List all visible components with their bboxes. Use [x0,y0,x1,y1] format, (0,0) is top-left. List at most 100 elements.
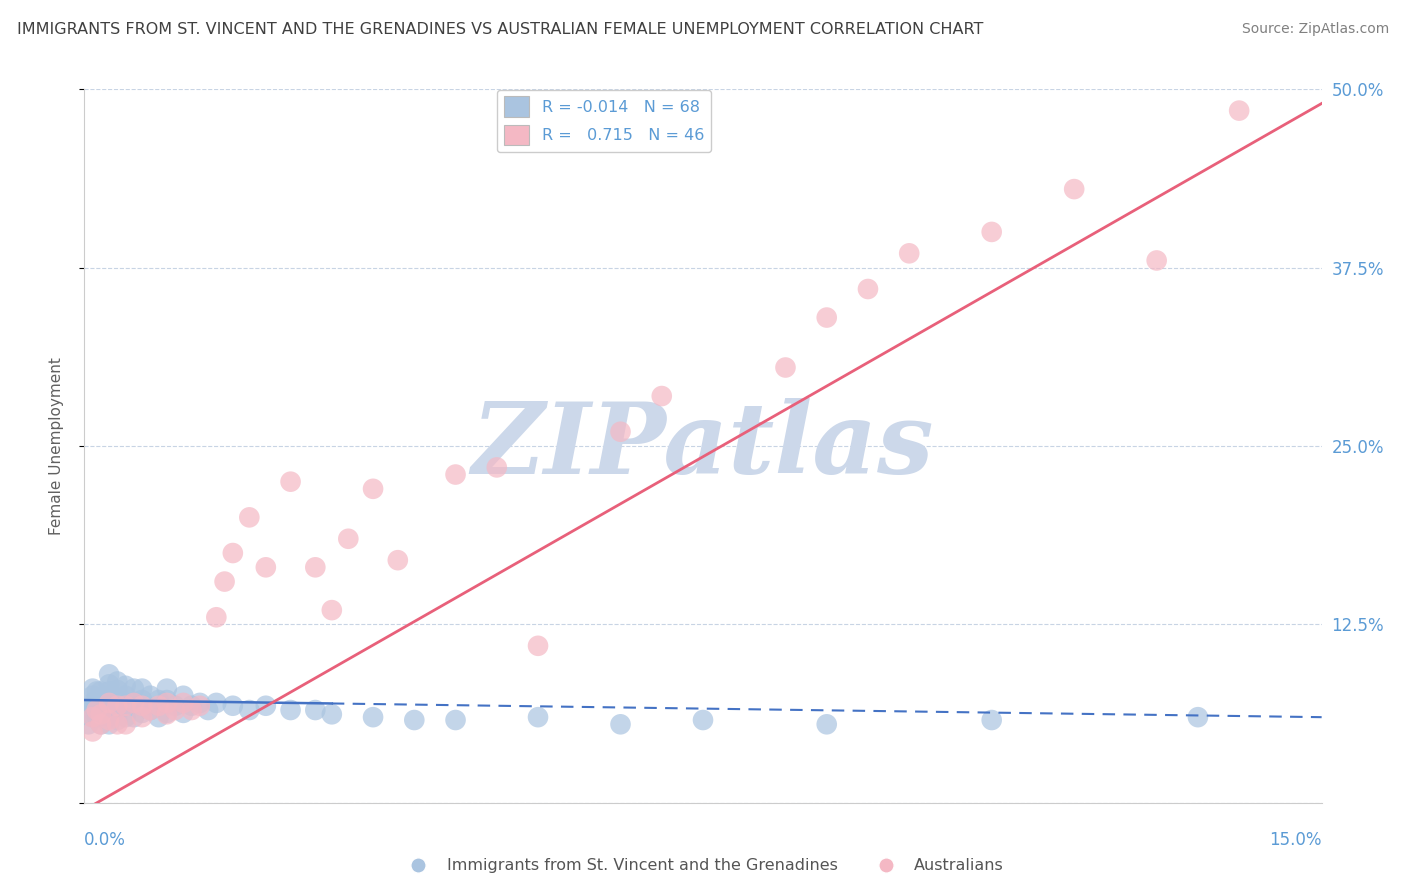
Point [148,710,170,724]
Point [254,560,277,574]
Point [165,698,187,713]
Point [131,710,153,724]
Point [139,689,162,703]
Point [280,475,302,489]
Point [105,698,128,713]
Point [361,710,384,724]
Point [815,310,838,325]
Text: 15.0%: 15.0% [1270,831,1322,849]
Point [156,707,179,722]
Point [131,681,153,696]
Point [337,532,360,546]
Point [321,603,343,617]
Point [304,703,326,717]
Point [86,696,108,710]
Point [139,703,162,717]
Point [980,225,1002,239]
Point [148,698,170,713]
Point [98,696,121,710]
Point [90,717,112,731]
Point [94,689,117,703]
Point [105,693,128,707]
Legend: Immigrants from St. Vincent and the Grenadines, Australians: Immigrants from St. Vincent and the Gren… [395,852,1011,880]
Point [82,710,104,724]
Point [254,698,277,713]
Point [148,693,170,707]
Point [131,706,153,720]
Point [321,707,343,722]
Point [197,703,219,717]
Point [1146,253,1168,268]
Text: 0.0%: 0.0% [84,831,127,849]
Point [98,677,121,691]
Point [122,696,145,710]
Point [222,698,245,713]
Point [82,681,104,696]
Point [82,696,104,710]
Point [139,703,162,717]
Point [77,717,100,731]
Point [122,710,145,724]
Point [856,282,879,296]
Point [114,717,136,731]
Point [131,693,153,707]
Point [361,482,384,496]
Point [165,703,187,717]
Point [651,389,673,403]
Point [98,713,121,727]
Point [98,667,121,681]
Point [609,717,631,731]
Point [86,684,108,698]
Point [114,679,136,693]
Point [387,553,409,567]
Point [980,713,1002,727]
Point [114,698,136,713]
Point [122,696,145,710]
Point [90,717,112,731]
Point [105,713,128,727]
Point [98,684,121,698]
Point [527,639,550,653]
Point [444,713,467,727]
Point [131,698,153,713]
Point [188,696,211,710]
Point [205,696,228,710]
Point [82,710,104,724]
Point [105,717,128,731]
Point [172,696,194,710]
Point [156,696,179,710]
Point [172,689,194,703]
Point [238,510,260,524]
Point [82,724,104,739]
Point [82,698,104,713]
Point [114,710,136,724]
Point [485,460,508,475]
Point [188,698,211,713]
Point [80,703,103,717]
Point [222,546,245,560]
Point [156,693,179,707]
Point [1187,710,1209,724]
Point [775,360,797,375]
Point [103,707,125,722]
Point [172,706,194,720]
Point [86,710,108,724]
Point [1063,182,1085,196]
Point [122,681,145,696]
Point [98,717,121,731]
Point [90,706,112,720]
Point [90,684,112,698]
Point [692,713,714,727]
Text: ZIPatlas: ZIPatlas [472,398,934,494]
Point [156,681,179,696]
Text: Source: ZipAtlas.com: Source: ZipAtlas.com [1241,22,1389,37]
Point [90,707,112,722]
Y-axis label: Female Unemployment: Female Unemployment [49,357,63,535]
Point [898,246,921,260]
Text: IMMIGRANTS FROM ST. VINCENT AND THE GRENADINES VS AUSTRALIAN FEMALE UNEMPLOYMENT: IMMIGRANTS FROM ST. VINCENT AND THE GREN… [17,22,983,37]
Point [205,610,228,624]
Point [238,703,260,717]
Point [98,693,121,707]
Point [94,703,117,717]
Point [280,703,302,717]
